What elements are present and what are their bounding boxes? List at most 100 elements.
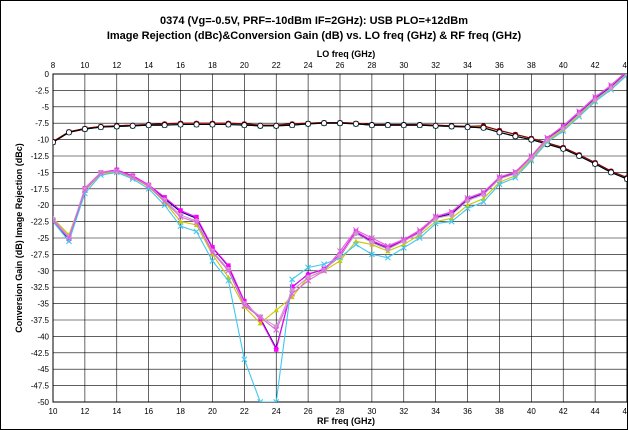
y-tick-label: -2.5 [35, 86, 49, 95]
data-point [273, 307, 279, 313]
data-point [241, 304, 247, 309]
data-point [401, 241, 407, 247]
data-point [178, 208, 183, 213]
y-tick-label: -45 [37, 365, 49, 374]
data-point [258, 317, 263, 322]
x-tick-label: 18 [176, 407, 185, 416]
data-point [384, 254, 391, 261]
x-tick-label: 10 [49, 407, 58, 416]
data-point [257, 314, 264, 321]
data-point [97, 170, 104, 177]
top-x-tick-label: 14 [144, 61, 153, 70]
data-point [305, 272, 311, 277]
data-point [448, 123, 455, 130]
data-point [464, 205, 471, 212]
data-point [81, 187, 88, 194]
series-group [53, 74, 625, 333]
grid-lines [52, 73, 628, 403]
data-point [384, 122, 391, 129]
data-point [225, 277, 232, 284]
top-x-tick-label: 40 [559, 61, 568, 70]
series-layer [53, 74, 627, 402]
data-point [560, 122, 567, 129]
data-point [576, 108, 583, 115]
data-point [289, 290, 296, 297]
data-point [400, 122, 407, 129]
data-point [97, 124, 104, 131]
top-x-tick-label: 20 [240, 61, 249, 70]
y-tick-label: -7.5 [35, 119, 49, 128]
data-point [321, 120, 328, 127]
y-tick-label: -5 [42, 103, 50, 112]
top-x-tick-label: 28 [367, 61, 376, 70]
data-point [464, 124, 471, 131]
data-point [305, 277, 312, 284]
data-point [464, 194, 471, 201]
data-point [528, 136, 535, 143]
data-point [289, 284, 295, 289]
data-point [177, 214, 184, 220]
x-tick-label: 34 [431, 407, 440, 416]
data-point [65, 129, 72, 136]
data-point [336, 120, 343, 127]
data-point [352, 227, 359, 234]
data-point [464, 198, 471, 204]
data-point [177, 223, 184, 230]
y-tick-label: 0 [45, 70, 50, 79]
y-tick-label: -10 [37, 136, 49, 145]
data-point [352, 120, 359, 127]
y-tick-label: -37.5 [31, 316, 50, 325]
top-x-tick-label: 34 [463, 61, 472, 70]
data-point [82, 186, 88, 192]
x-tick-label: 32 [399, 407, 408, 416]
series-group [53, 120, 627, 182]
data-point [321, 267, 328, 274]
data-point [145, 122, 152, 129]
chart-title: 0374 (Vg=-0.5V, PRF=-10dBm IF=2GHz): USB… [159, 15, 468, 27]
y-tick-label: -50 [37, 398, 49, 407]
data-point [400, 244, 407, 251]
data-point [65, 235, 72, 241]
data-point [53, 217, 56, 224]
x-tick-label: 20 [208, 407, 217, 416]
data-point [53, 139, 56, 146]
y-tick-label: -47.5 [31, 382, 50, 391]
data-point [560, 145, 567, 152]
x-tick-label: 28 [336, 407, 345, 416]
x-tick-label: 12 [80, 407, 89, 416]
data-point [289, 122, 296, 129]
data-point [194, 214, 199, 220]
data-point [480, 124, 487, 131]
data-point [544, 134, 551, 141]
tick-labels: 0 -2.5 -5 -7.5 -10 -12.5 -15 -17.5 -20 -22.5 -25 -2… [31, 61, 628, 416]
data-point [193, 219, 200, 226]
data-point [177, 219, 184, 224]
top-x-tick-label: 24 [304, 61, 313, 70]
data-point [416, 235, 423, 241]
top-x-tick-label: 44 [623, 61, 628, 70]
y-tick-label: -25 [37, 234, 49, 243]
data-point [162, 197, 168, 203]
data-point [624, 74, 627, 79]
data-point [273, 399, 280, 402]
data-point [400, 236, 407, 243]
y-tick-label: -17.5 [31, 185, 50, 194]
y-tick-label: -20 [37, 201, 49, 210]
data-point [496, 181, 503, 188]
data-point [242, 298, 247, 304]
data-point [369, 239, 375, 246]
y-tick-label: -35 [37, 300, 49, 309]
x-tick-label: 46 [623, 407, 628, 416]
x-tick-label: 30 [367, 407, 376, 416]
data-point [464, 202, 471, 208]
data-point [592, 93, 599, 100]
top-x-tick-label: 26 [336, 61, 345, 70]
y-tick-label: -30 [37, 267, 49, 276]
data-point [496, 174, 503, 180]
data-point [368, 235, 375, 241]
data-point [448, 208, 455, 215]
data-point [129, 174, 136, 180]
data-point [624, 175, 627, 182]
data-point [257, 122, 264, 129]
